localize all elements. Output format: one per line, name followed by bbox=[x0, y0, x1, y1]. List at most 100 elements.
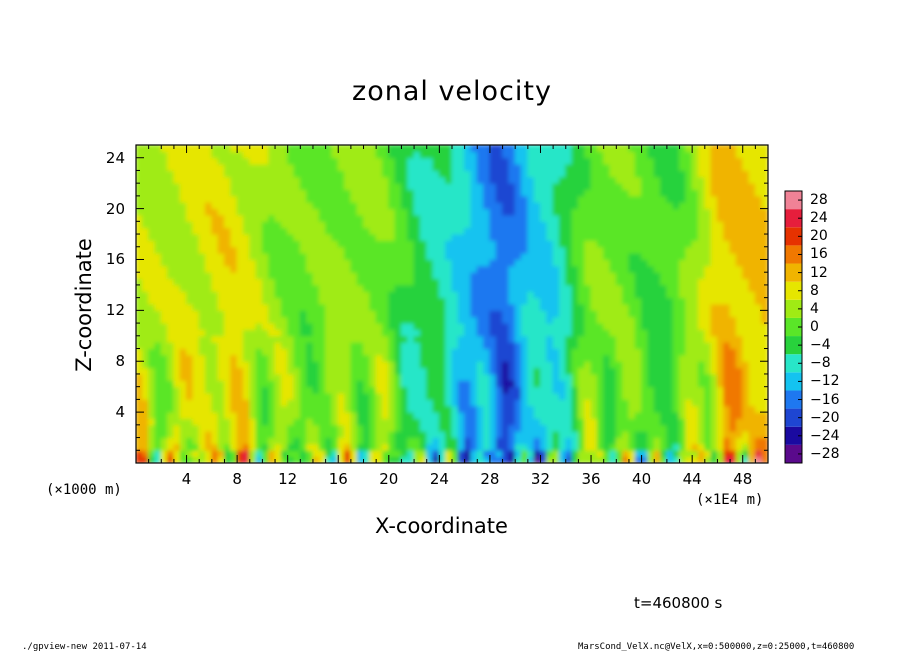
field-cell bbox=[596, 417, 605, 426]
field-cell bbox=[438, 208, 447, 216]
field-cell bbox=[274, 443, 282, 451]
field-cell bbox=[293, 328, 301, 337]
field-cell bbox=[445, 157, 453, 165]
field-cell bbox=[438, 157, 447, 165]
field-cell bbox=[186, 379, 194, 388]
field-cell bbox=[255, 271, 263, 280]
field-cell bbox=[369, 456, 377, 463]
field-cell bbox=[388, 322, 396, 330]
field-cell bbox=[438, 449, 447, 458]
field-cell bbox=[470, 208, 478, 216]
field-cell bbox=[716, 367, 725, 375]
field-cell bbox=[679, 303, 687, 311]
field-cell bbox=[565, 189, 573, 197]
field-cell bbox=[533, 443, 541, 451]
field-cell bbox=[660, 309, 668, 318]
field-cell bbox=[761, 233, 768, 241]
field-cell bbox=[735, 233, 744, 241]
field-cell bbox=[356, 246, 365, 254]
field-cell bbox=[173, 246, 181, 254]
field-cell bbox=[331, 398, 339, 407]
field-cell bbox=[192, 322, 200, 330]
field-cell bbox=[344, 246, 352, 254]
field-cell bbox=[230, 195, 238, 203]
field-cell bbox=[527, 348, 535, 356]
field-cell bbox=[242, 341, 251, 350]
field-cell bbox=[242, 182, 251, 191]
field-cell bbox=[306, 443, 314, 451]
field-cell bbox=[236, 157, 244, 165]
field-cell bbox=[754, 386, 763, 394]
field-cell bbox=[660, 189, 668, 197]
field-cell bbox=[628, 214, 636, 222]
field-cell bbox=[590, 348, 598, 356]
field-cell bbox=[527, 443, 535, 451]
field-cell bbox=[584, 182, 592, 191]
field-cell bbox=[634, 411, 643, 419]
field-cell bbox=[363, 195, 371, 203]
field-cell bbox=[363, 246, 371, 254]
field-cell bbox=[565, 227, 573, 235]
field-cell bbox=[160, 271, 169, 280]
field-cell bbox=[615, 297, 624, 305]
field-cell bbox=[615, 437, 624, 445]
field-cell bbox=[293, 367, 301, 375]
field-cell bbox=[287, 328, 295, 337]
field-cell bbox=[242, 145, 251, 152]
field-cell bbox=[495, 417, 504, 426]
field-cell bbox=[691, 278, 699, 286]
field-cell bbox=[299, 348, 308, 356]
field-cell bbox=[716, 271, 725, 280]
field-cell bbox=[558, 227, 567, 235]
field-cell bbox=[249, 303, 257, 311]
field-cell bbox=[634, 348, 643, 356]
field-cell bbox=[363, 189, 371, 197]
field-cell bbox=[514, 456, 523, 463]
field-cell bbox=[438, 258, 447, 267]
field-cell bbox=[400, 449, 409, 458]
field-cell bbox=[217, 348, 225, 356]
field-cell bbox=[464, 392, 472, 400]
field-cell bbox=[508, 449, 516, 458]
field-cell bbox=[660, 411, 668, 419]
field-cell bbox=[685, 195, 693, 203]
field-cell bbox=[704, 157, 712, 165]
field-cell bbox=[438, 182, 447, 191]
field-cell bbox=[223, 316, 232, 324]
field-cell bbox=[350, 424, 358, 432]
field-cell bbox=[729, 145, 737, 152]
field-cell bbox=[710, 265, 718, 273]
field-cell bbox=[723, 411, 731, 419]
field-cell bbox=[413, 443, 421, 451]
field-cell bbox=[729, 392, 737, 400]
field-cell bbox=[400, 163, 409, 171]
field-cell bbox=[400, 182, 409, 191]
field-cell bbox=[375, 456, 383, 463]
field-cell bbox=[685, 303, 693, 311]
field-cell bbox=[230, 354, 238, 362]
field-cell bbox=[691, 417, 699, 426]
field-cell bbox=[489, 163, 497, 171]
field-cell bbox=[236, 145, 244, 152]
field-cell bbox=[539, 145, 548, 152]
field-cell bbox=[489, 150, 497, 159]
field-cell bbox=[363, 354, 371, 362]
field-cell bbox=[293, 290, 301, 299]
field-cell bbox=[205, 386, 213, 394]
field-cell bbox=[205, 239, 213, 248]
field-cell bbox=[590, 392, 598, 400]
field-cell bbox=[634, 258, 643, 267]
field-cell bbox=[388, 392, 396, 400]
field-cell bbox=[230, 297, 238, 305]
field-cell bbox=[634, 290, 643, 299]
field-cell bbox=[464, 341, 472, 350]
field-cell bbox=[546, 386, 554, 394]
field-cell bbox=[407, 182, 415, 191]
field-cell bbox=[236, 456, 244, 463]
field-cell bbox=[508, 392, 516, 400]
field-cell bbox=[451, 208, 459, 216]
field-cell bbox=[287, 233, 295, 241]
field-cell bbox=[381, 227, 390, 235]
field-cell bbox=[136, 335, 143, 343]
field-cell bbox=[179, 246, 188, 254]
